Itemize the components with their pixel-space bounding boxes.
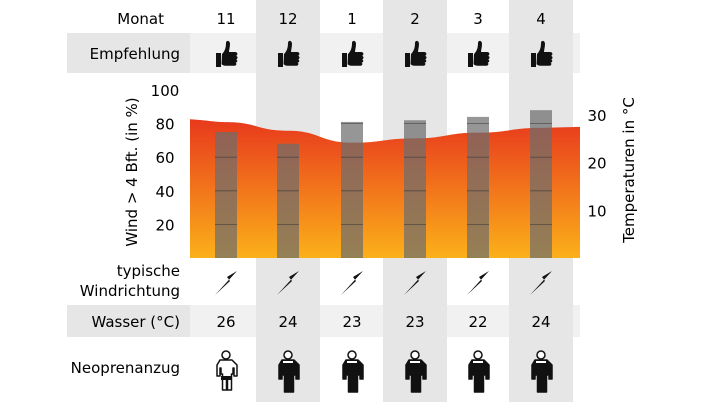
water-temp-value: 23 bbox=[342, 313, 361, 331]
wind-bar bbox=[404, 120, 426, 259]
month-label: 1 bbox=[347, 10, 357, 28]
y2-tick-label: 20 bbox=[587, 155, 606, 173]
shorty-wetsuit-icon bbox=[216, 350, 238, 391]
wind-bar bbox=[341, 121, 363, 258]
y-axis-label: Wind > 4 Bft. (in %) bbox=[123, 97, 141, 246]
wetsuit-row-label: Neoprenanzug bbox=[71, 359, 180, 377]
water-temp-value: 26 bbox=[216, 313, 235, 331]
wind-bar bbox=[467, 116, 489, 258]
recommendation-row-label: Empfehlung bbox=[90, 45, 180, 63]
y-tick-label: 80 bbox=[155, 116, 174, 134]
fullsuit-icon bbox=[342, 350, 364, 393]
y-tick-label: 100 bbox=[151, 82, 180, 100]
wind-bar bbox=[277, 143, 299, 258]
recommendation-label-band bbox=[67, 33, 190, 73]
y2-axis-label: Temperaturen in °C bbox=[620, 97, 638, 244]
y-tick-label: 60 bbox=[155, 149, 174, 167]
y-tick-label: 20 bbox=[155, 216, 174, 234]
y-tick-label: 40 bbox=[155, 183, 174, 201]
month-label: 4 bbox=[536, 10, 546, 28]
wind-direction-row-label: typische bbox=[117, 262, 180, 280]
y2-tick-label: 10 bbox=[587, 202, 606, 220]
water-temp-value: 22 bbox=[468, 313, 487, 331]
fullsuit-icon bbox=[468, 350, 490, 393]
water-row-label: Wasser (°C) bbox=[91, 313, 180, 331]
wind-bar bbox=[215, 132, 237, 258]
arrow-northeast-icon bbox=[215, 271, 237, 295]
water-temp-value: 24 bbox=[531, 313, 550, 331]
arrow-northeast-icon bbox=[467, 271, 489, 295]
month-row-label: Monat bbox=[117, 10, 164, 28]
arrow-northeast-icon bbox=[341, 271, 363, 295]
month-label: 12 bbox=[278, 10, 297, 28]
month-label: 3 bbox=[473, 10, 483, 28]
month-label: 11 bbox=[216, 10, 235, 28]
water-label-band bbox=[67, 305, 190, 337]
water-row-band bbox=[190, 305, 580, 337]
water-temp-value: 23 bbox=[405, 313, 424, 331]
recommendation-row-band bbox=[190, 33, 580, 73]
water-temp-value: 24 bbox=[278, 313, 297, 331]
wind-direction-row-label: Windrichtung bbox=[80, 282, 180, 300]
month-label: 2 bbox=[410, 10, 420, 28]
wind-bar bbox=[530, 110, 552, 258]
y2-tick-label: 30 bbox=[587, 107, 606, 125]
